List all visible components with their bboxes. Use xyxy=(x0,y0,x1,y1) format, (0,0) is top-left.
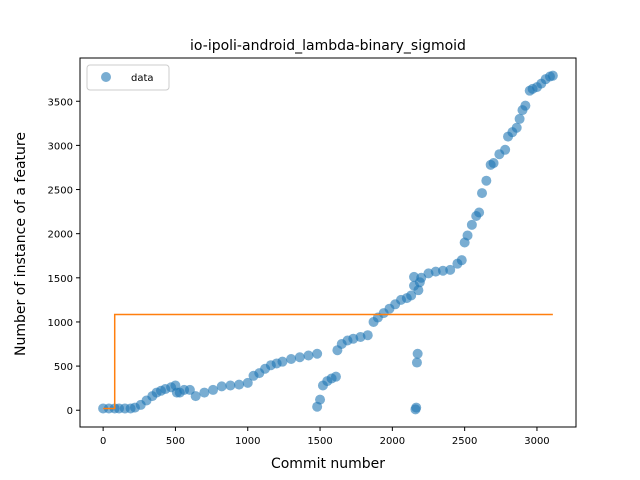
data-point xyxy=(462,230,473,241)
data-point xyxy=(477,188,488,199)
data-point xyxy=(406,290,417,301)
y-tick-label: 2000 xyxy=(48,230,73,241)
data-point xyxy=(500,144,511,155)
data-point xyxy=(547,70,558,81)
legend: data xyxy=(86,64,170,91)
x-tick-label: 1500 xyxy=(307,436,332,447)
x-tick-label: 0 xyxy=(100,436,106,447)
data-point xyxy=(488,158,499,169)
data-point xyxy=(416,272,427,283)
data-point xyxy=(520,100,531,111)
x-axis-label: Commit number xyxy=(271,456,385,472)
y-tick-label: 2500 xyxy=(48,186,73,197)
y-tick-label: 0 xyxy=(67,406,73,417)
y-tick-label: 3500 xyxy=(48,97,73,108)
legend-label-data: data xyxy=(131,73,154,84)
data-point xyxy=(412,348,423,359)
data-point xyxy=(225,380,236,391)
data-point xyxy=(330,371,341,382)
x-axis: 0 500 1000 1500 2000 2500 3000 xyxy=(100,427,550,447)
data-point xyxy=(199,387,210,398)
y-tick-label: 500 xyxy=(54,362,73,373)
data-point xyxy=(294,352,305,363)
x-tick-label: 3000 xyxy=(524,436,549,447)
data-point xyxy=(445,264,456,275)
data-point xyxy=(277,356,288,367)
data-point xyxy=(456,255,467,266)
data-point xyxy=(315,394,326,405)
x-tick-label: 2500 xyxy=(452,436,477,447)
data-point xyxy=(466,219,477,230)
data-point xyxy=(411,402,422,413)
data-point xyxy=(234,379,245,390)
plot-frame xyxy=(79,57,577,428)
data-point xyxy=(242,377,253,388)
data-point xyxy=(208,384,219,395)
data-point xyxy=(303,350,314,361)
x-tick-label: 2000 xyxy=(380,436,405,447)
x-tick-label: 500 xyxy=(166,436,185,447)
data-point xyxy=(474,207,485,218)
data-point xyxy=(286,354,297,365)
y-tick-label: 1000 xyxy=(48,318,73,329)
data-point xyxy=(312,348,323,359)
data-point xyxy=(481,175,492,186)
legend-box xyxy=(86,64,170,91)
y-tick-label: 1500 xyxy=(48,274,73,285)
y-tick-label: 3000 xyxy=(48,141,73,152)
data-point xyxy=(511,122,522,133)
fit-line xyxy=(103,313,553,410)
data-point xyxy=(216,381,227,392)
data-point xyxy=(411,357,422,368)
legend-marker-data xyxy=(101,72,111,82)
data-point xyxy=(413,285,424,296)
data-point xyxy=(514,113,525,124)
y-axis: 0 500 1000 1500 2000 2500 3000 3500 xyxy=(48,97,80,417)
data-point xyxy=(190,391,201,402)
data-point xyxy=(362,330,373,341)
chart-title: io-ipoli-android_lambda-binary_sigmoid xyxy=(190,38,466,54)
plot-area xyxy=(79,57,577,428)
y-axis-label: Number of instance of a feature xyxy=(13,132,29,356)
x-tick-label: 1000 xyxy=(235,436,260,447)
